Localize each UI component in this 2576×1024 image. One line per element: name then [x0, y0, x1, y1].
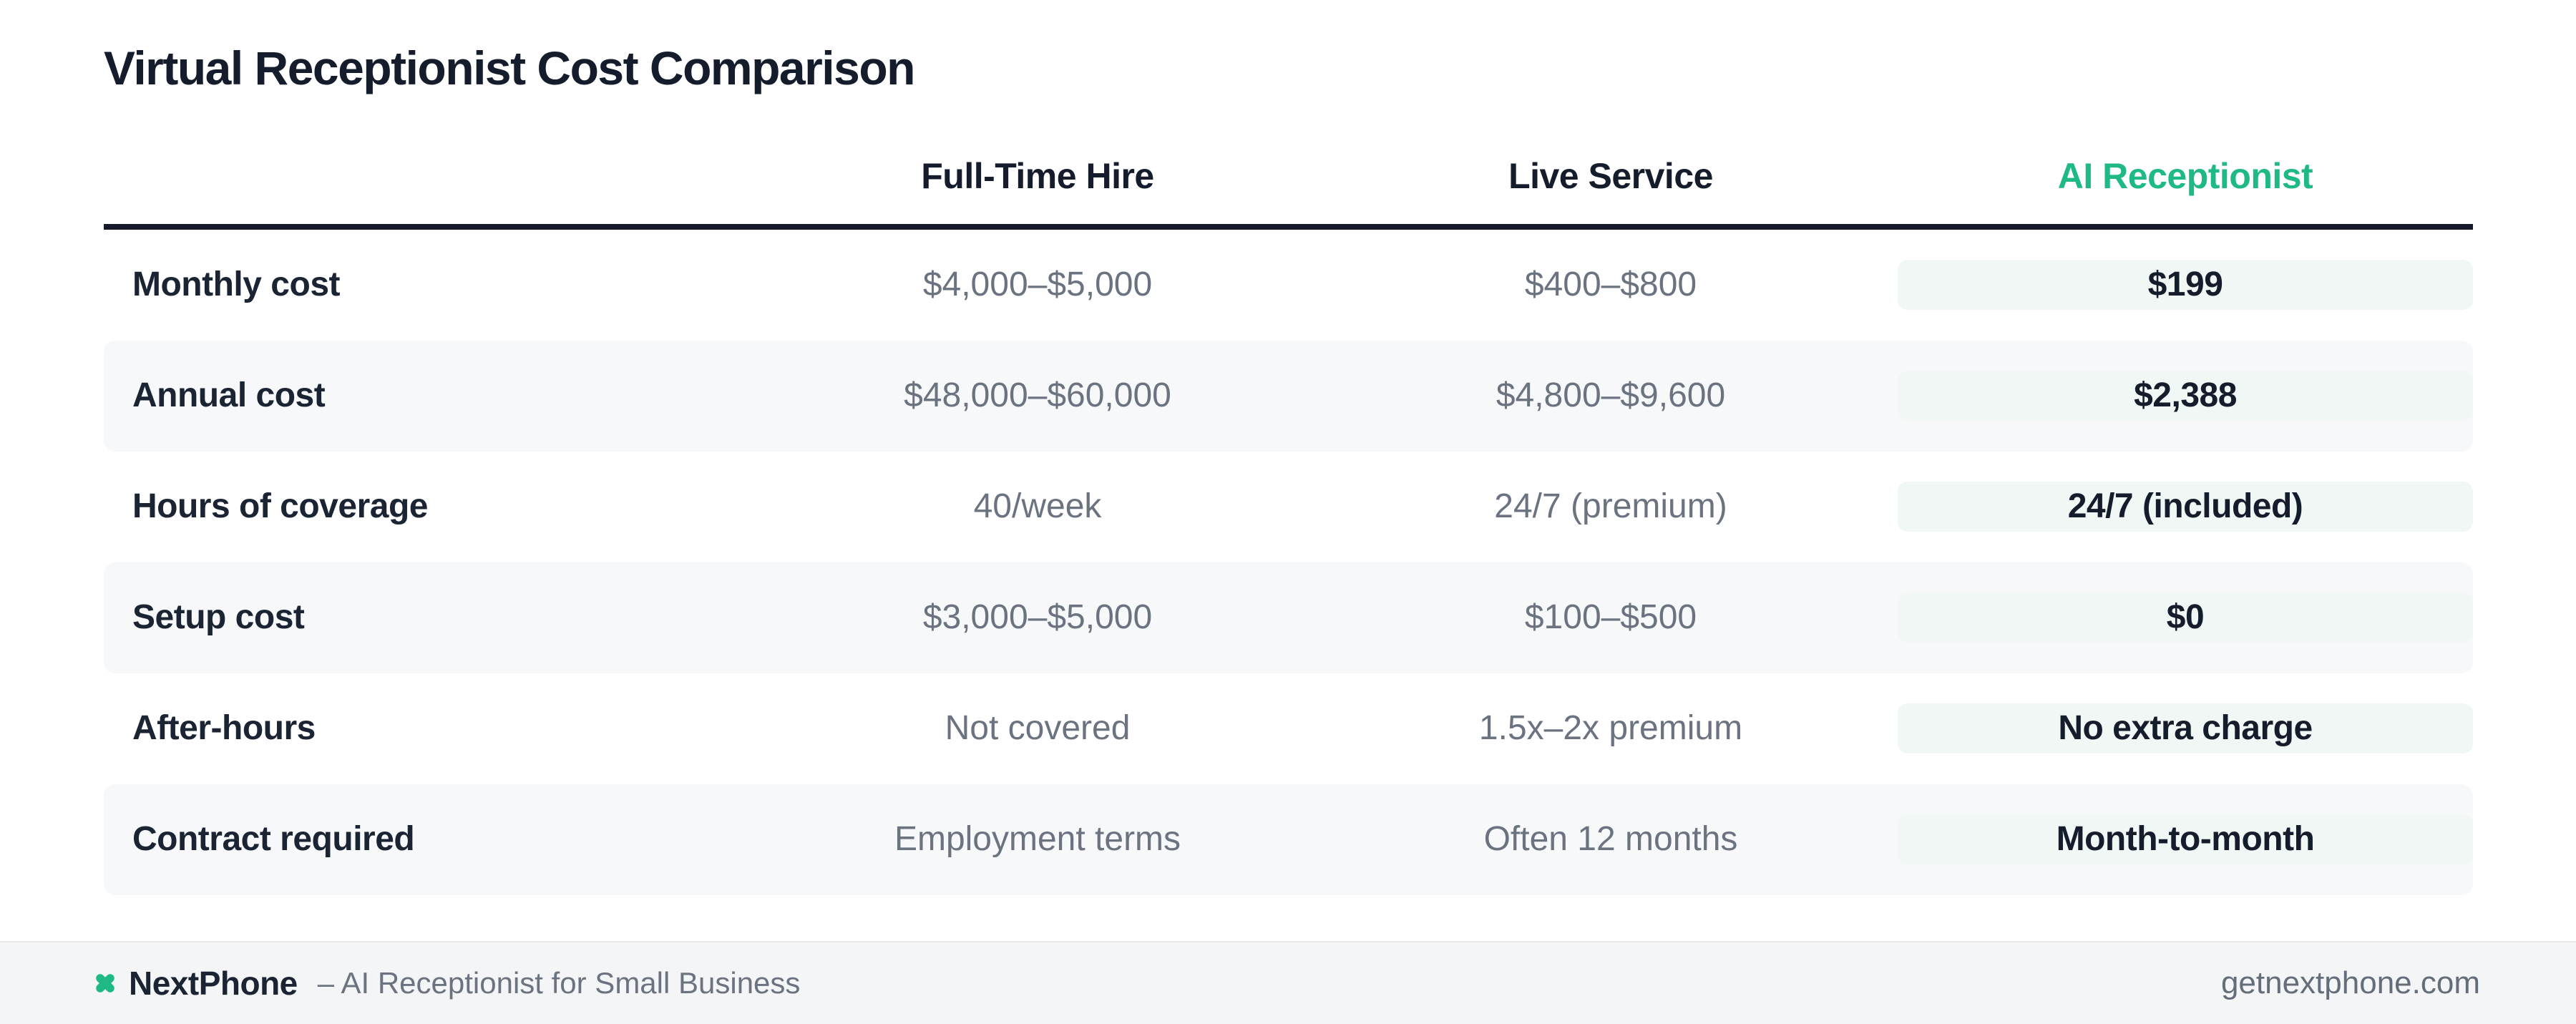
- column-header-live-service: Live Service: [1508, 155, 1713, 196]
- page-title: Virtual Receptionist Cost Comparison: [104, 42, 915, 94]
- row-label: Setup cost: [132, 598, 305, 637]
- cell-live-service: $4,800–$9,600: [1496, 376, 1726, 415]
- website-url: getnextphone.com: [2220, 965, 2480, 1000]
- cell-full-time: $48,000–$60,000: [904, 376, 1171, 415]
- cell-live-service: 1.5x–2x premium: [1478, 709, 1743, 748]
- table-header-row: Full-Time Hire Live Service AI Reception…: [104, 155, 2473, 198]
- cell-full-time: 40/week: [973, 487, 1102, 526]
- table-row-monthly-cost: Monthly cost $4,000–$5,000 $400–$800 $19…: [104, 230, 2473, 341]
- ai-value-pill: No extra charge: [1898, 703, 2473, 754]
- row-label: Contract required: [132, 820, 415, 859]
- footer-brand-group: NextPhone – AI Receptionist for Small Bu…: [93, 964, 800, 1003]
- ai-value-pill: $0: [1898, 593, 2473, 643]
- table-row-annual-cost: Annual cost $48,000–$60,000 $4,800–$9,60…: [104, 340, 2473, 452]
- cell-full-time: Employment terms: [894, 820, 1181, 859]
- cell-live-service: $100–$500: [1524, 598, 1697, 637]
- cell-ai: 24/7 (included): [1898, 482, 2473, 532]
- cell-live-service: Often 12 months: [1483, 820, 1738, 859]
- table-row-hours-of-coverage: Hours of coverage 40/week 24/7 (premium)…: [104, 452, 2473, 562]
- cell-ai: Month-to-month: [1898, 814, 2473, 865]
- row-label: After-hours: [132, 709, 316, 748]
- table-row-after-hours: After-hours Not covered 1.5x–2x premium …: [104, 673, 2473, 784]
- cell-live-service: 24/7 (premium): [1494, 487, 1727, 526]
- row-label: Monthly cost: [132, 265, 341, 304]
- cell-full-time: $4,000–$5,000: [922, 265, 1153, 304]
- cell-ai: $199: [1898, 260, 2473, 311]
- table-row-contract-required: Contract required Employment terms Often…: [104, 784, 2473, 895]
- brand-name: NextPhone: [129, 965, 298, 1002]
- header-divider: [104, 223, 2473, 230]
- ai-value-pill: $199: [1898, 260, 2473, 311]
- brand-tagline: – AI Receptionist for Small Business: [317, 966, 801, 1000]
- column-header-ai-receptionist: AI Receptionist: [2057, 155, 2313, 196]
- column-header-spacer: [104, 155, 751, 198]
- cell-live-service: $400–$800: [1524, 265, 1697, 304]
- ai-value-pill: 24/7 (included): [1898, 482, 2473, 532]
- row-label: Annual cost: [132, 376, 326, 415]
- cell-ai: No extra charge: [1898, 703, 2473, 754]
- row-label: Hours of coverage: [132, 487, 428, 526]
- ai-value-pill: Month-to-month: [1898, 814, 2473, 865]
- footer: NextPhone – AI Receptionist for Small Bu…: [0, 941, 2576, 1024]
- cell-full-time: Not covered: [945, 709, 1131, 748]
- column-header-full-time-hire: Full-Time Hire: [921, 155, 1154, 196]
- ai-value-pill: $2,388: [1898, 371, 2473, 421]
- x-logo-icon: [96, 974, 114, 993]
- cell-full-time: $3,000–$5,000: [922, 598, 1153, 637]
- table-content: Virtual Receptionist Cost Comparison Ful…: [0, 42, 2576, 895]
- cell-ai: $0: [1898, 593, 2473, 643]
- cell-ai: $2,388: [1898, 371, 2473, 421]
- table-row-setup-cost: Setup cost $3,000–$5,000 $100–$500 $0: [104, 562, 2473, 673]
